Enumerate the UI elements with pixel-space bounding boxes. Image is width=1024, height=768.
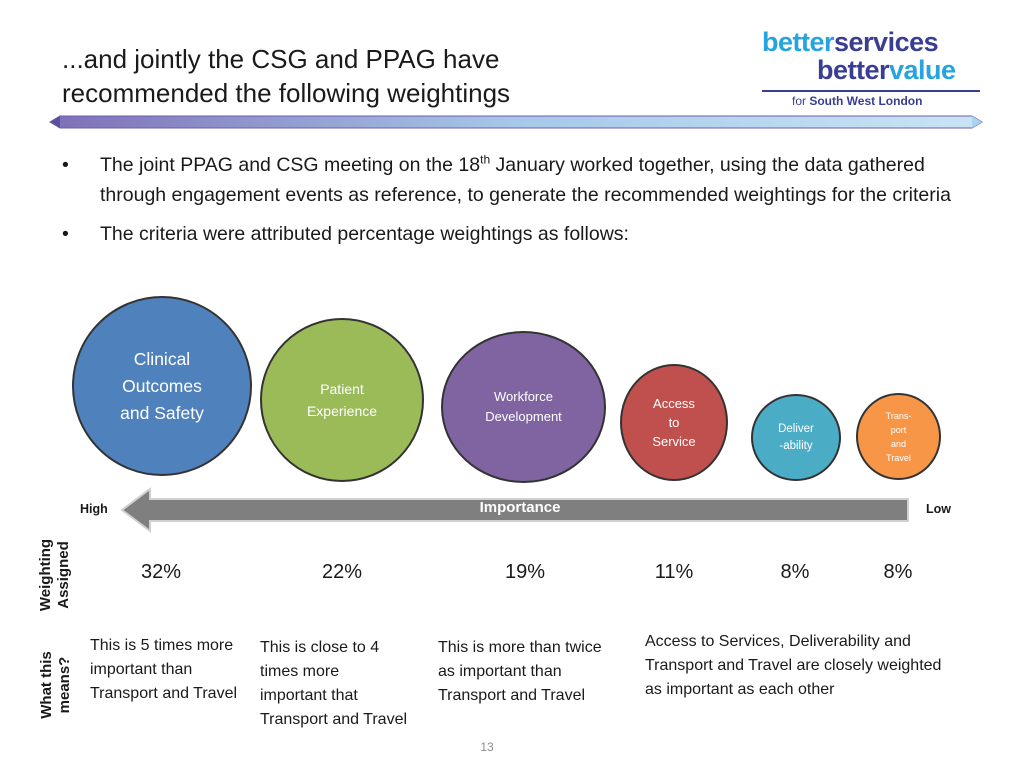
weighting-percent: 8% — [883, 561, 913, 583]
logo-word-value: value — [889, 55, 956, 85]
criterion-circle-deliverability: Deliver -ability — [751, 394, 841, 481]
bullet-item: • The joint PPAG and CSG meeting on the … — [62, 150, 962, 210]
meaning-note: This is more than twice as important tha… — [438, 639, 602, 704]
logo-tagline: for South West London — [792, 94, 923, 108]
bullet-marker: • — [62, 223, 69, 245]
bullet-item: • The criteria were attributed percentag… — [62, 219, 962, 249]
importance-label: Importance — [479, 499, 561, 516]
meaning-note: This is close to 4 times more important … — [260, 639, 408, 728]
logo-word-services: services — [834, 27, 939, 57]
logo-tagline-place: South West London — [809, 94, 923, 108]
logo-rule — [762, 90, 980, 92]
bullet-marker: • — [62, 154, 69, 176]
criterion-circle-transport-and-travel: Trans- port and Travel — [856, 393, 941, 480]
weighting-assigned-label: Weighting Assigned — [37, 538, 72, 612]
scale-low-label: Low — [926, 502, 951, 516]
criterion-circle-patient-experience: Patient Experience — [260, 318, 424, 482]
page-number: 13 — [480, 740, 494, 754]
weighting-percent: 22% — [321, 561, 363, 583]
weighting-percent: 8% — [780, 561, 810, 583]
meaning-note: This is 5 times more important than Tran… — [90, 637, 238, 702]
better-services-logo: betterservices bettervalue for South Wes… — [762, 28, 982, 112]
weighting-percent: 11% — [654, 561, 694, 583]
criterion-circle-workforce-development: Workforce Development — [441, 331, 606, 483]
criterion-circle-clinical-outcomes: Clinical Outcomes and Safety — [72, 296, 252, 476]
weighting-percent: 19% — [504, 561, 546, 583]
slide-title-line-1: ...and jointly the CSG and PPAG have — [62, 44, 500, 74]
logo-word-better: better — [762, 27, 835, 57]
importance-arrow — [120, 487, 909, 533]
slide-title-line-2: recommended the following weightings — [62, 78, 511, 108]
bullet-list: • The joint PPAG and CSG meeting on the … — [62, 150, 962, 258]
scale-high-label: High — [80, 502, 108, 516]
weighting-percent: 32% — [140, 561, 182, 583]
title-divider — [49, 115, 983, 129]
meaning-note: Access to Services, Deliverability and T… — [645, 633, 942, 698]
what-this-means-label: What this means? — [38, 651, 73, 719]
slide-title: ...and jointly the CSG and PPAG have rec… — [62, 42, 662, 110]
criterion-circle-access-to-service: Access to Service — [620, 364, 728, 481]
logo-word-better-2: better — [817, 55, 890, 85]
